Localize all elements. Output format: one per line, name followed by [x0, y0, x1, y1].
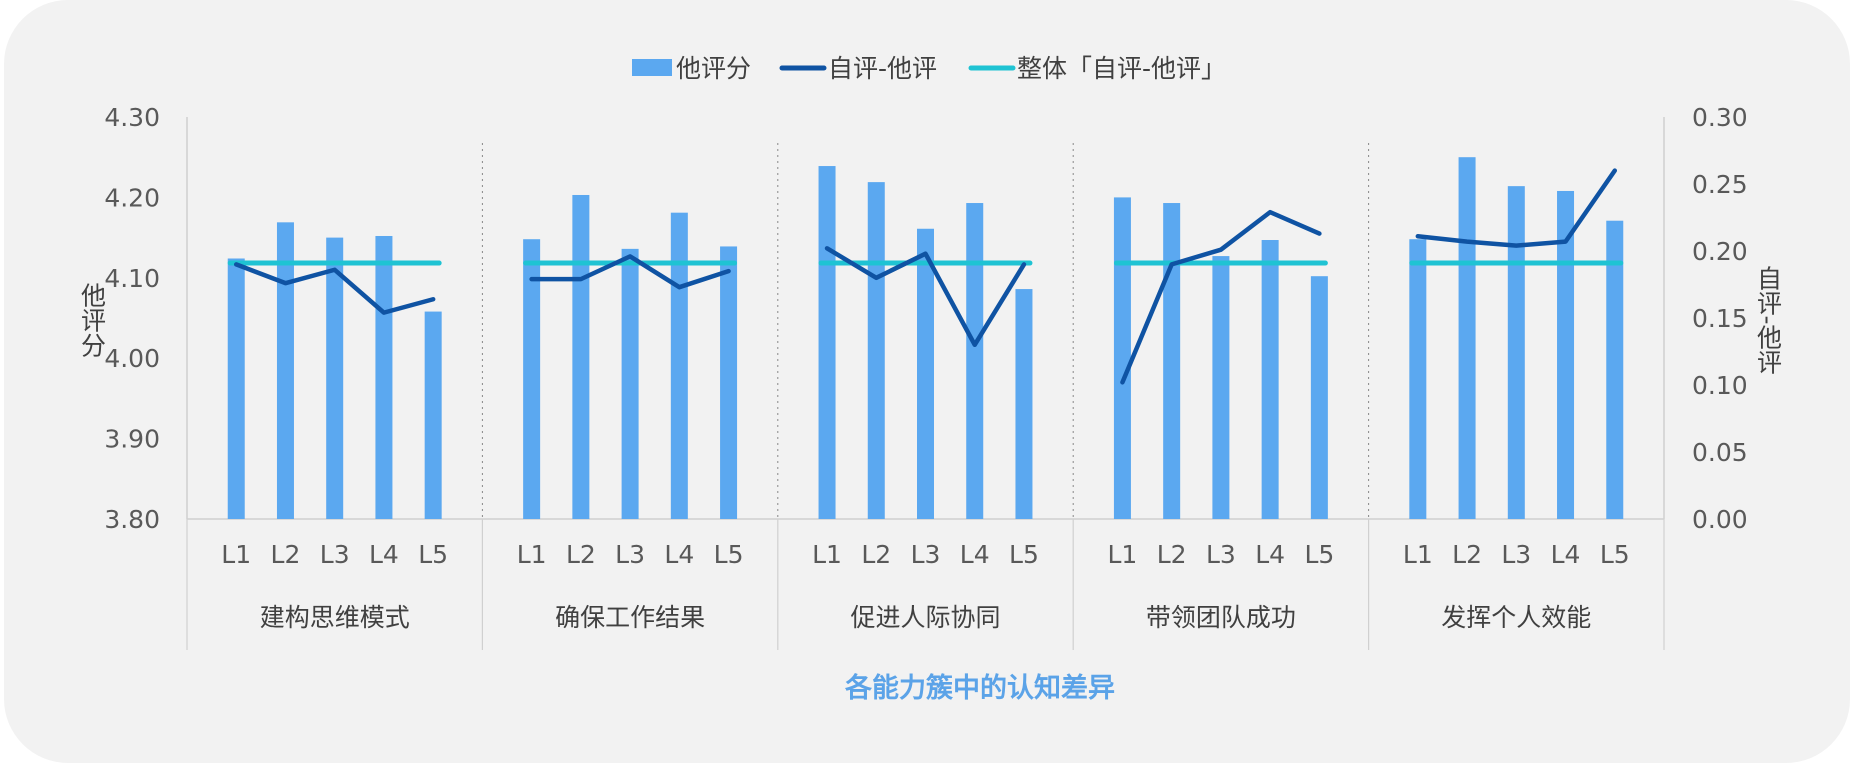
plot-area: 4.30 4.20 4.10 4.00 3.90 3.80 0.30 0.25 0.20 0.15… — [104, 103, 1748, 650]
bar — [720, 246, 738, 519]
level-label: L4 — [664, 540, 694, 569]
right-tick-label: 0.25 — [1692, 170, 1748, 199]
level-label: L1 — [1108, 540, 1138, 569]
group-label: 确保工作结果 — [555, 603, 705, 632]
level-label: L2 — [1157, 540, 1187, 569]
bar — [326, 237, 344, 519]
diff-line — [1120, 209, 1322, 385]
level-label: L2 — [1452, 540, 1482, 569]
bar — [424, 311, 442, 519]
bar — [621, 248, 639, 519]
level-label: L3 — [615, 540, 645, 569]
bar — [1507, 186, 1525, 520]
level-label: L5 — [714, 540, 744, 569]
bar — [670, 212, 688, 519]
left-tick-label: 4.10 — [104, 264, 160, 293]
right-tick-label: 0.10 — [1692, 371, 1748, 400]
bar — [1606, 220, 1624, 519]
bar — [1212, 256, 1230, 519]
bar — [1458, 157, 1476, 519]
group-label: 促进人际协同 — [850, 603, 1000, 632]
right-tick-label: 0.30 — [1692, 103, 1748, 132]
level-label: L5 — [1600, 540, 1630, 569]
left-tick-label: 4.00 — [104, 344, 160, 373]
right-tick-label: 0.20 — [1692, 237, 1748, 266]
level-label: L2 — [271, 540, 301, 569]
level-label: L2 — [861, 540, 891, 569]
level-label: L3 — [911, 540, 941, 569]
x-axis-title: 各能力簇中的认知差异 — [844, 672, 1115, 704]
level-label: L5 — [418, 540, 448, 569]
group-label: 带领团队成功 — [1146, 603, 1296, 632]
left-tick-label: 3.90 — [104, 425, 160, 454]
legend-label-overall-diff: 整体「自评-他评」 — [1017, 54, 1226, 83]
level-label: L5 — [1009, 540, 1039, 569]
bar — [966, 203, 984, 519]
bar — [1163, 203, 1181, 519]
level-label: L5 — [1304, 540, 1334, 569]
bar — [572, 194, 590, 519]
bar — [1113, 197, 1131, 519]
left-tick-label: 3.80 — [104, 505, 160, 534]
left-axis-title: 他评分 — [78, 283, 107, 358]
right-axis-title: 自评-他评 — [1754, 265, 1783, 374]
right-tick-label: 0.00 — [1692, 505, 1748, 534]
left-tick-label: 4.20 — [104, 183, 160, 212]
diff-line — [824, 246, 1027, 348]
legend-label-other-score: 他评分 — [676, 54, 751, 83]
bar — [818, 166, 836, 519]
level-label: L4 — [1255, 540, 1285, 569]
bar — [1557, 190, 1575, 519]
bar — [1409, 239, 1427, 519]
diff-line — [233, 262, 436, 315]
left-tick-label: 4.30 — [104, 103, 160, 132]
legend-label-diff: 自评-他评 — [828, 54, 937, 83]
level-label: L3 — [1501, 540, 1531, 569]
right-tick-label: 0.05 — [1692, 438, 1748, 467]
bar — [1261, 240, 1279, 519]
group-label: 建构思维模式 — [260, 603, 410, 632]
level-label: L1 — [1403, 540, 1433, 569]
bar — [227, 258, 245, 519]
level-label: L3 — [320, 540, 350, 569]
level-label: L1 — [221, 540, 251, 569]
legend: 他评分 自评-他评 整体「自评-他评」 — [632, 54, 1226, 83]
diff-line — [529, 254, 731, 290]
bar — [1015, 289, 1033, 519]
level-label: L2 — [566, 540, 596, 569]
bar — [375, 235, 393, 519]
bar — [523, 239, 541, 519]
bar — [867, 182, 885, 519]
level-label: L4 — [1551, 540, 1581, 569]
group-label: 发挥个人效能 — [1441, 603, 1591, 632]
level-label: L3 — [1206, 540, 1236, 569]
right-tick-label: 0.15 — [1692, 304, 1748, 333]
bar — [276, 222, 294, 519]
diff-line — [1415, 168, 1618, 248]
bar — [1310, 276, 1328, 519]
level-label: L4 — [369, 540, 399, 569]
level-label: L4 — [960, 540, 990, 569]
level-label: L1 — [812, 540, 842, 569]
legend-bar-swatch — [632, 59, 672, 76]
bar — [917, 228, 934, 520]
level-label: L1 — [517, 540, 547, 569]
